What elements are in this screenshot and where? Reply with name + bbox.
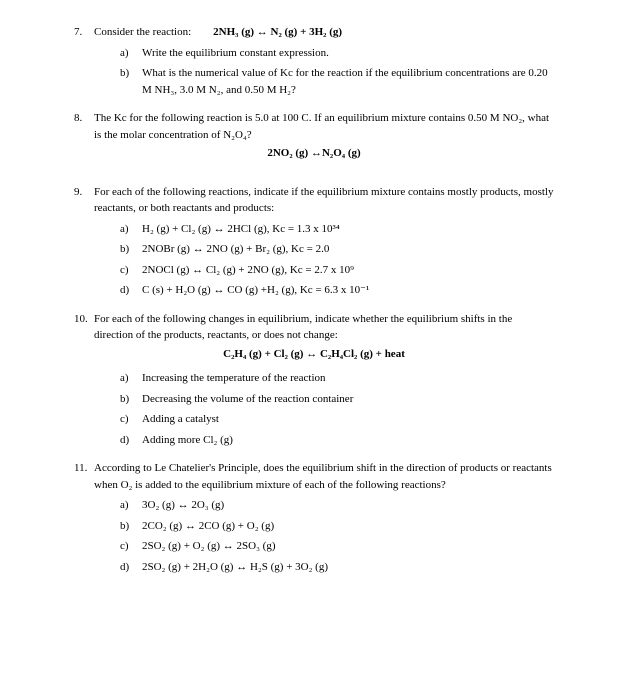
question-7: 7. Consider the reaction: 2NH₃ (g) ↔ N₂ … (74, 24, 554, 41)
q10-c-letter: c) (120, 411, 142, 428)
q11-a-letter: a) (120, 497, 142, 514)
question-11: 11. According to Le Chatelier's Principl… (74, 460, 554, 493)
question-8: 8. The Kc for the following reaction is … (74, 110, 554, 143)
q11-c: c) 2SO₂ (g) + O₂ (g) ↔ 2SO₃ (g) (120, 538, 554, 555)
q10-b-letter: b) (120, 391, 142, 408)
q10-d-text: Adding more Cl₂ (g) (142, 432, 554, 449)
q9-d-letter: d) (120, 282, 142, 299)
q9-c-letter: c) (120, 262, 142, 279)
q7-b: b) What is the numerical value of Kc for… (120, 65, 554, 98)
q10-b-text: Decreasing the volume of the reaction co… (142, 391, 554, 408)
q10-text: For each of the following changes in equ… (94, 311, 554, 344)
q11-b: b) 2CO₂ (g) ↔ 2CO (g) + O₂ (g) (120, 518, 554, 535)
worksheet-page: 7. Consider the reaction: 2NH₃ (g) ↔ N₂ … (0, 0, 628, 611)
q9-c: c) 2NOCl (g) ↔ Cl₂ (g) + 2NO (g), Kc = 2… (120, 262, 554, 279)
q7-intro: Consider the reaction: (94, 26, 191, 38)
q7-b-text: What is the numerical value of Kc for th… (142, 65, 554, 98)
q11-c-letter: c) (120, 538, 142, 555)
q10-d: d) Adding more Cl₂ (g) (120, 432, 554, 449)
q9-a-letter: a) (120, 221, 142, 238)
q9-subparts: a) H₂ (g) + Cl₂ (g) ↔ 2HCl (g), Kc = 1.3… (120, 221, 554, 299)
q10-equation: C₂H₄ (g) + Cl₂ (g) ↔ C₂H₄Cl₂ (g) + heat (74, 346, 554, 363)
q11-c-text: 2SO₂ (g) + O₂ (g) ↔ 2SO₃ (g) (142, 538, 554, 555)
q10-b: b) Decreasing the volume of the reaction… (120, 391, 554, 408)
q10-c-text: Adding a catalyst (142, 411, 554, 428)
q10-number: 10. (74, 311, 94, 344)
q9-number: 9. (74, 184, 94, 217)
q11-b-text: 2CO₂ (g) ↔ 2CO (g) + O₂ (g) (142, 518, 554, 535)
q7-equation: 2NH₃ (g) ↔ N₂ (g) + 3H₂ (g) (213, 26, 342, 38)
q11-d-text: 2SO₂ (g) + 2H₂O (g) ↔ H₂S (g) + 3O₂ (g) (142, 559, 554, 576)
q9-a: a) H₂ (g) + Cl₂ (g) ↔ 2HCl (g), Kc = 1.3… (120, 221, 554, 238)
q9-b: b) 2NOBr (g) ↔ 2NO (g) + Br₂ (g), Kc = 2… (120, 241, 554, 258)
q8-equation: 2NO₂ (g) ↔N₂O₄ (g) (74, 145, 554, 162)
q10-a-letter: a) (120, 370, 142, 387)
question-10: 10. For each of the following changes in… (74, 311, 554, 344)
q11-a: a) 3O₂ (g) ↔ 2O₃ (g) (120, 497, 554, 514)
q7-a: a) Write the equilibrium constant expres… (120, 45, 554, 62)
q11-text: According to Le Chatelier's Principle, d… (94, 460, 554, 493)
q11-b-letter: b) (120, 518, 142, 535)
q7-text: Consider the reaction: 2NH₃ (g) ↔ N₂ (g)… (94, 24, 554, 41)
q9-d: d) C (s) + H₂O (g) ↔ CO (g) +H₂ (g), Kc … (120, 282, 554, 299)
q11-d-letter: d) (120, 559, 142, 576)
q7-subparts: a) Write the equilibrium constant expres… (120, 45, 554, 99)
q10-a: a) Increasing the temperature of the rea… (120, 370, 554, 387)
q9-b-letter: b) (120, 241, 142, 258)
q9-d-text: C (s) + H₂O (g) ↔ CO (g) +H₂ (g), Kc = 6… (142, 282, 554, 299)
q9-b-text: 2NOBr (g) ↔ 2NO (g) + Br₂ (g), Kc = 2.0 (142, 241, 554, 258)
question-9: 9. For each of the following reactions, … (74, 184, 554, 217)
q10-a-text: Increasing the temperature of the reacti… (142, 370, 554, 387)
q11-subparts: a) 3O₂ (g) ↔ 2O₃ (g) b) 2CO₂ (g) ↔ 2CO (… (120, 497, 554, 575)
q9-a-text: H₂ (g) + Cl₂ (g) ↔ 2HCl (g), Kc = 1.3 x … (142, 221, 554, 238)
q11-d: d) 2SO₂ (g) + 2H₂O (g) ↔ H₂S (g) + 3O₂ (… (120, 559, 554, 576)
q8-text: The Kc for the following reaction is 5.0… (94, 110, 554, 143)
q10-c: c) Adding a catalyst (120, 411, 554, 428)
q11-a-text: 3O₂ (g) ↔ 2O₃ (g) (142, 497, 554, 514)
q7-b-letter: b) (120, 65, 142, 98)
q10-subparts: a) Increasing the temperature of the rea… (120, 370, 554, 448)
q7-a-text: Write the equilibrium constant expressio… (142, 45, 554, 62)
q7-a-letter: a) (120, 45, 142, 62)
q9-c-text: 2NOCl (g) ↔ Cl₂ (g) + 2NO (g), Kc = 2.7 … (142, 262, 554, 279)
q11-number: 11. (74, 460, 94, 493)
q10-d-letter: d) (120, 432, 142, 449)
q8-number: 8. (74, 110, 94, 143)
q7-number: 7. (74, 24, 94, 41)
q9-text: For each of the following reactions, ind… (94, 184, 554, 217)
